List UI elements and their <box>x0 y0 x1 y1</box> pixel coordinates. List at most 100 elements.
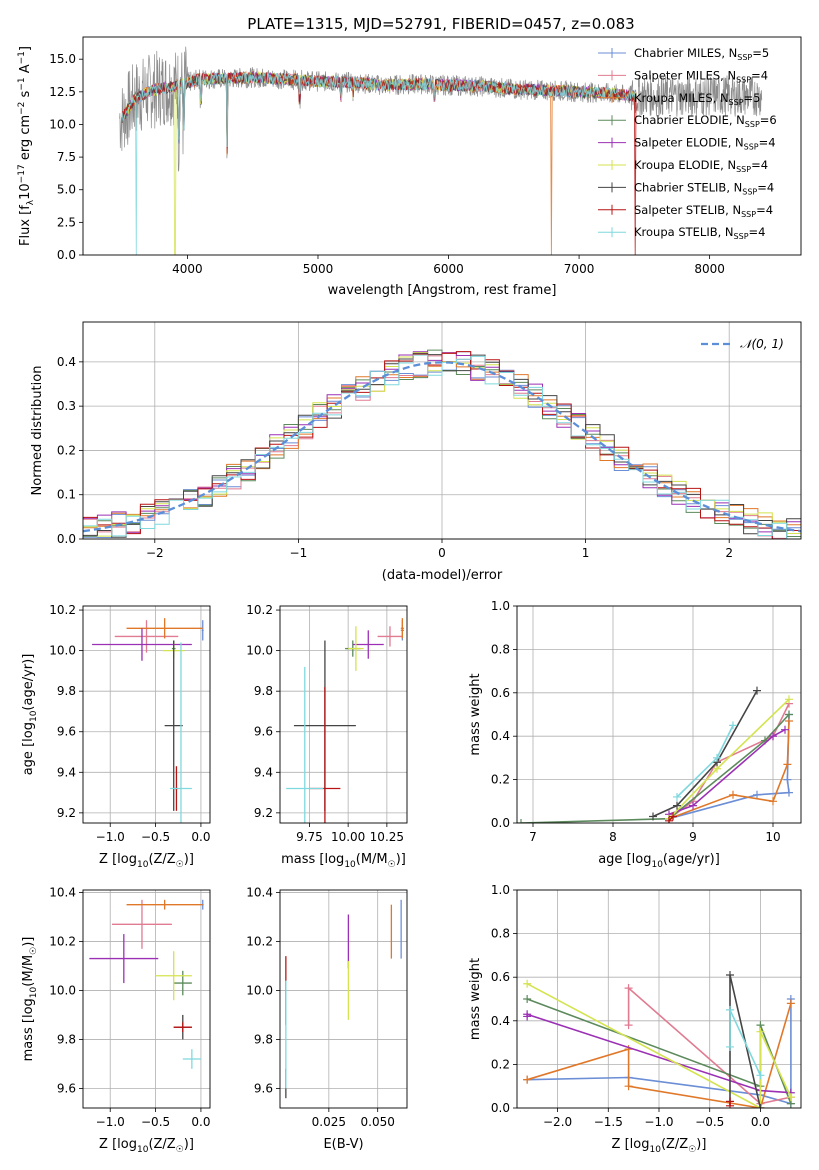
y-tick-label: 12.5 <box>49 85 76 99</box>
errorbar-point <box>126 618 203 639</box>
y-tick-label: 9.8 <box>57 1032 76 1046</box>
x-tick-label: 7 <box>529 830 537 844</box>
series-marker <box>673 801 681 810</box>
x-tick-label: −1.0 <box>96 1115 125 1129</box>
axes-frame <box>279 889 408 1109</box>
errorbar-point <box>173 970 192 996</box>
x-axis-label: (data-model)/error <box>382 568 503 583</box>
series-marker <box>523 1010 532 1019</box>
figure-title: PLATE=1315, MJD=52791, FIBERID=0457, z=0… <box>247 15 634 33</box>
y-tick-label: 9.4 <box>57 765 76 779</box>
series-marker <box>783 760 792 769</box>
y-axis-label: Flux [fλ​10−17​ erg cm−2​ s−1​ A−1​] <box>17 46 36 246</box>
errorbar-point <box>112 899 172 949</box>
y-axis-label: Normed distribution <box>30 366 45 496</box>
y-tick-label: 10.0 <box>49 117 76 131</box>
x-tick-label: 8 <box>609 830 617 844</box>
y-tick-label: 9.6 <box>254 1081 273 1095</box>
y-tick-label: 10.4 <box>246 885 273 899</box>
errorbar-point <box>286 666 324 823</box>
y-tick-label: 10.2 <box>246 603 273 617</box>
y-tick-label: 9.6 <box>57 725 76 739</box>
series-marker <box>726 1097 734 1106</box>
errorbar-point <box>92 628 192 661</box>
x-axis-label: Z [log10​(Z/Z☉​)] <box>99 852 194 870</box>
errorbar-point <box>377 626 403 647</box>
series-line <box>668 728 786 816</box>
series-marker <box>665 816 673 823</box>
mass-vs-EBV-axes: 0.025 0.050 9.6 9.8 10.0 10.2 10.4 <box>246 885 407 1129</box>
x-tick-label: 0.0 <box>191 830 210 844</box>
x-tick-label: 0 <box>438 546 446 560</box>
x-tick-label: −1.0 <box>96 830 125 844</box>
age-vs-Z-axes: −1.0 −0.5 0.0 9.2 9.4 9.6 9.8 10.0 10.2 <box>49 603 210 844</box>
x-tick-label: 0.0 <box>191 1115 210 1129</box>
model-spectrum <box>121 71 637 255</box>
series-marker <box>769 797 777 806</box>
errorbar-point <box>126 899 203 910</box>
x-tick-label: 0.050 <box>361 1115 395 1129</box>
y-tick-label: 0.2 <box>57 443 76 457</box>
y-tick-label: 1.0 <box>491 599 510 613</box>
y-tick-label: 0.8 <box>491 642 510 656</box>
axes-frame <box>516 889 802 1109</box>
x-tick-label: 0.0 <box>751 1115 770 1129</box>
series-marker <box>783 775 792 784</box>
y-tick-label: 7.5 <box>57 150 76 164</box>
y-tick-label: 0.6 <box>491 686 510 700</box>
y-tick-label: 9.8 <box>254 1032 273 1046</box>
spectrum-axes: 4000 5000 6000 7000 8000 0.0 2.5 5.0 7.5 10.0 12.5… <box>49 52 725 276</box>
series-marker <box>781 725 789 734</box>
y-tick-label: 0.4 <box>491 729 510 743</box>
y-tick-label: 1.0 <box>491 883 510 897</box>
errorbar-point <box>155 951 192 1001</box>
y-tick-label: 0.0 <box>491 1101 510 1115</box>
legend-label: Kroupa STELIB, NSSP=4 <box>634 225 765 241</box>
series-marker <box>753 790 761 799</box>
y-tick-label: 9.6 <box>57 1081 76 1095</box>
y-tick-label: 10.0 <box>49 983 76 997</box>
y-tick-label: 10.2 <box>49 934 76 948</box>
residual-histogram <box>83 354 801 539</box>
series-line <box>520 713 790 823</box>
y-axis-label: mass weight <box>468 958 483 1040</box>
normal-curve <box>83 361 801 533</box>
series-marker <box>786 999 795 1008</box>
series-marker <box>624 984 633 993</box>
x-tick-label: 7000 <box>564 262 595 276</box>
mass-weight-series <box>523 1010 795 1097</box>
axes-frame <box>516 605 802 824</box>
series-marker <box>726 1005 734 1014</box>
x-tick-label: 5000 <box>303 262 334 276</box>
axes-frame <box>82 36 802 256</box>
mass-vs-Z-axes: −1.0 −0.5 0.0 9.6 9.8 10.0 10.2 10.4 <box>49 885 210 1129</box>
axes-frame <box>82 321 802 540</box>
x-tick-label: 10 <box>765 830 780 844</box>
y-tick-label: 9.4 <box>254 765 273 779</box>
y-tick-label: 10.0 <box>246 983 273 997</box>
y-tick-label: 2.5 <box>57 215 76 229</box>
x-axis-label: E(B-V) <box>323 1137 363 1152</box>
y-axis-label: mass [log10​(M/M☉​)] <box>21 937 39 1062</box>
series-marker <box>769 732 777 741</box>
series-marker <box>786 1093 795 1102</box>
model-spectrum <box>121 70 637 255</box>
y-tick-label: 0.2 <box>491 1057 510 1071</box>
series-marker <box>673 792 681 801</box>
mass-weight-series <box>517 710 793 823</box>
x-tick-label: 9 <box>689 830 697 844</box>
series-marker <box>756 1104 765 1108</box>
series-marker <box>726 1042 734 1051</box>
x-tick-label: −2 <box>146 546 164 560</box>
model-spectrum <box>121 71 637 255</box>
axes-frame <box>279 605 408 824</box>
x-tick-label: −0.5 <box>141 830 170 844</box>
y-tick-label: 10.0 <box>246 644 273 658</box>
errorbar-point <box>173 1022 192 1033</box>
legend-label: Kroupa ELODIE, NSSP=4 <box>634 158 768 174</box>
x-axis-label: age [log10​(age/yr)] <box>598 852 720 870</box>
residuals-axes: −2 −1 0 1 2 0.0 0.1 0.2 0.3 0.4 <box>57 322 801 560</box>
series-marker <box>785 695 793 704</box>
x-axis-label: Z [log10​(Z/Z☉​)] <box>99 1137 194 1155</box>
